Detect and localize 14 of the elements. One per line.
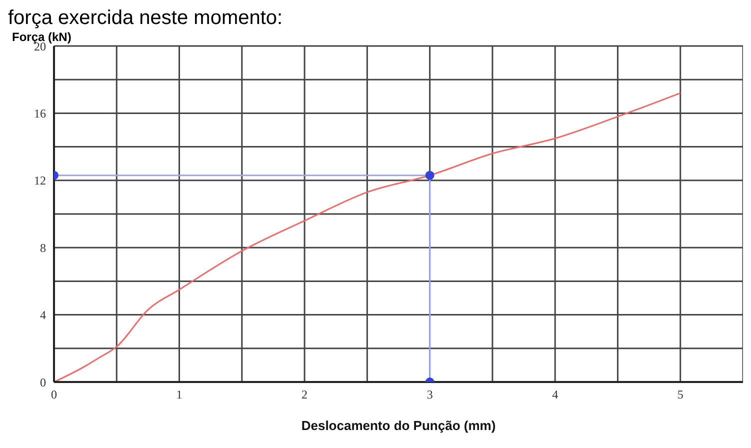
chart-title: força exercida neste momento: (8, 7, 283, 30)
x-axis-title: Deslocamento do Punção (mm) (301, 418, 496, 433)
y-tick-label: 12 (34, 174, 46, 188)
x-tick-label: 0 (51, 388, 57, 402)
line-series (54, 92, 682, 382)
x-tick-label: 4 (552, 388, 558, 402)
x-tick-label: 5 (677, 388, 684, 402)
y-tick-label: 16 (34, 106, 46, 120)
y-tick-label: 0 (40, 375, 46, 390)
x-tick-label: 2 (302, 388, 308, 402)
x-tick-label: 1 (176, 388, 182, 402)
y-tick-label: 8 (40, 240, 46, 255)
y-tick-label: 4 (40, 308, 46, 322)
x-tick-label: 3 (426, 388, 433, 402)
